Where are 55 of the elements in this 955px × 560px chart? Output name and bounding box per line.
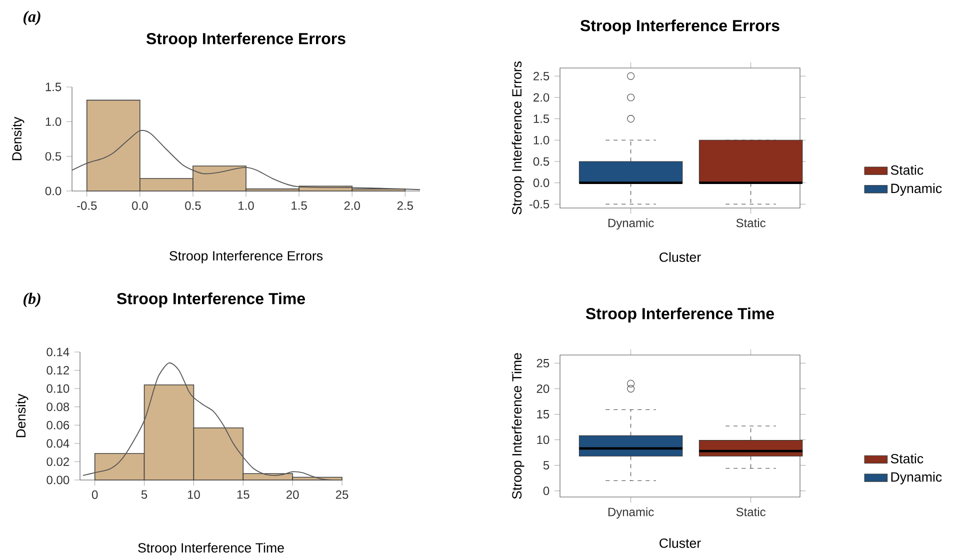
y-tick-label: 20 xyxy=(536,384,550,394)
y-tick-label: 0.00 xyxy=(46,476,70,484)
legend-label: Dynamic xyxy=(891,184,942,196)
y-tick-label: 0.5 xyxy=(45,152,62,161)
y-tick-label: 0.10 xyxy=(46,384,70,393)
y-axis-title: Density xyxy=(16,394,28,438)
y-tick-label: 0.04 xyxy=(46,439,70,448)
x-axis-title: Stroop Interference Time xyxy=(138,542,284,556)
y-tick-label: 0.02 xyxy=(46,458,69,466)
y-tick-label: 1.5 xyxy=(46,82,62,92)
text: (b) xyxy=(24,292,40,308)
x-tick-label: 1.5 xyxy=(292,202,307,210)
x-tick-label: 5 xyxy=(141,490,148,499)
legend-label: Dynamic xyxy=(891,472,942,485)
x-tick-label: -0.5 xyxy=(77,202,97,210)
y-tick-label: 0.0 xyxy=(45,186,62,196)
x-tick-label: 2.5 xyxy=(397,202,413,210)
chart-title: Stroop Interference Time xyxy=(586,308,774,323)
text: (a) xyxy=(24,10,40,26)
x-tick-label: 0.0 xyxy=(132,202,148,210)
y-tick-label: 0.08 xyxy=(46,402,70,412)
y-tick-label: 1.0 xyxy=(46,118,62,126)
y-tick-label: 1.5 xyxy=(534,114,550,124)
y-tick-label: 1.0 xyxy=(534,136,550,145)
y-axis-title: Density xyxy=(12,116,24,160)
x-tick-label: 0 xyxy=(92,490,98,500)
y-tick-label: 0.12 xyxy=(46,366,69,375)
y-tick-label: 15 xyxy=(537,410,550,419)
y-tick-label: 0.14 xyxy=(46,348,70,356)
x-axis-title: Cluster xyxy=(660,252,701,262)
x-tick-label: 1.0 xyxy=(238,202,254,210)
x-tick-label: 25 xyxy=(336,490,348,500)
x-tick-label: 2.0 xyxy=(344,202,360,210)
y-tick-label: 10 xyxy=(537,436,550,444)
chart-title: Stroop Interference Time xyxy=(116,292,305,308)
chart-title: Stroop Interference Errors xyxy=(580,20,780,35)
y-tick-label: 5 xyxy=(543,461,550,470)
x-axis-title: Stroop Interference Errors xyxy=(170,250,323,264)
y-axis-title: Stroop Interference Time xyxy=(512,353,524,500)
legend-label: Static xyxy=(890,454,924,464)
y-tick-label: 25 xyxy=(536,359,550,368)
x-axis-title: Cluster xyxy=(660,538,701,548)
y-tick-label: 2.0 xyxy=(534,93,550,102)
x-tick-label: 20 xyxy=(286,490,299,500)
x-tick-label: 0.5 xyxy=(185,202,201,210)
y-axis-title: Stroop Interference Errors xyxy=(512,62,524,215)
line-series xyxy=(82,362,333,481)
chart-title: Stroop Interference Errors xyxy=(146,32,346,48)
x-tick-label: 15 xyxy=(237,490,250,499)
legend-label: Static xyxy=(890,165,924,175)
x-tick-label: 10 xyxy=(188,490,200,500)
y-tick-label: 2.5 xyxy=(534,72,550,81)
y-tick-label: 0.06 xyxy=(46,421,70,430)
y-tick-label: 0.5 xyxy=(533,157,550,166)
y-tick-label: 0.0 xyxy=(533,178,550,188)
